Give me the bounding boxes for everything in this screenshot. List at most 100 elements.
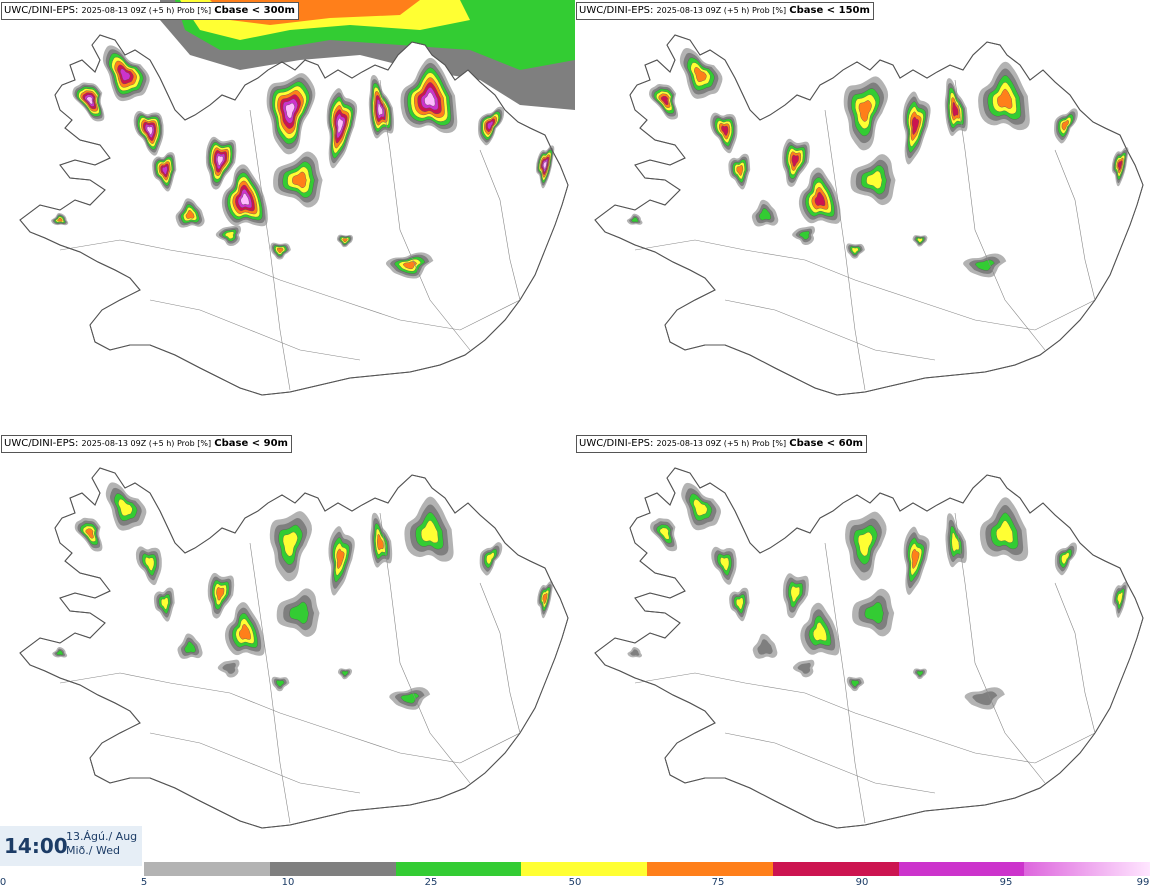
boundary-line: [249, 109, 291, 391]
prob-contour-gray_dark: [630, 649, 640, 656]
legend-tick-label: 0: [0, 877, 7, 888]
prob-contour-red: [721, 125, 729, 136]
boundary-line: [479, 582, 521, 734]
panel-title: UWC/DINI-EPS: 2025-08-13 09Z (+5 h) Prob…: [576, 2, 874, 20]
map-panel-cbase-90m: UWC/DINI-EPS: 2025-08-13 09Z (+5 h) Prob…: [0, 433, 575, 866]
variable-name: Cbase < 300m: [214, 5, 295, 16]
prob-contour-yellow: [144, 557, 155, 571]
legend-tick-label: 75: [711, 877, 725, 888]
prob-contour-orange: [542, 592, 548, 604]
prob-contour-orange: [997, 88, 1013, 109]
prob-contour-pink: [377, 103, 383, 116]
model-name: UWC/DINI-EPS: [579, 438, 650, 449]
color-legend: 0 5 10 25 50 75 90 95 99: [0, 862, 1150, 891]
prob-contour-pink: [285, 102, 295, 119]
prob-contour-green: [56, 650, 64, 656]
legend-tick-label: 99: [1136, 877, 1150, 888]
legend-color-bar: [144, 862, 1150, 876]
boundary-line: [479, 149, 521, 301]
prob-contour-green: [276, 680, 285, 687]
iceland-map: [594, 34, 1144, 396]
prob-contour-orange: [85, 528, 94, 539]
prob-contour-yellow: [735, 597, 744, 610]
iceland-map: [19, 467, 569, 829]
prob-contour-magenta: [120, 68, 131, 81]
boundary-line: [824, 109, 866, 391]
coastline: [19, 34, 569, 396]
map-panel-cbase-60m: UWC/DINI-EPS: 2025-08-13 09Z (+5 h) Prob…: [575, 433, 1150, 866]
boundary-line: [249, 542, 291, 824]
variable-name: Cbase < 90m: [214, 438, 288, 449]
prob-contour-yellow: [420, 520, 439, 544]
prob-contour-yellow: [693, 499, 708, 516]
prob-contour-red: [1117, 160, 1123, 171]
prob-contour-magenta: [162, 165, 168, 175]
prob-contour-yellow: [719, 557, 730, 571]
prob-contour-gray_dark: [222, 662, 236, 674]
prob-contour-yellow: [851, 247, 859, 254]
prob-contour-yellow: [118, 498, 133, 517]
coastline: [594, 34, 1144, 396]
prob-contour-green: [799, 230, 810, 240]
panel-title: UWC/DINI-EPS: 2025-08-13 09Z (+5 h) Prob…: [1, 2, 299, 20]
iceland-map: [594, 467, 1144, 829]
valid-time: 14:00: [4, 834, 68, 858]
prob-contour-gray_dark: [972, 691, 998, 706]
prob-contour-orange: [1061, 120, 1069, 131]
boundary-line: [954, 512, 1046, 784]
prob-contour-yellow: [917, 238, 923, 243]
prob-contour-green: [400, 692, 420, 704]
prob-contour-red: [660, 95, 669, 105]
model-name: UWC/DINI-EPS: [4, 5, 75, 16]
prob-contour-orange: [377, 534, 384, 551]
run-meta: 2025-08-13 09Z (+5 h) Prob [%]: [81, 439, 212, 448]
run-meta: 2025-08-13 09Z (+5 h) Prob [%]: [656, 439, 787, 448]
model-name: UWC/DINI-EPS: [4, 438, 75, 449]
prob-contour-orange: [239, 624, 251, 640]
boundary-line: [1054, 149, 1096, 301]
coastline: [594, 467, 1144, 829]
prob-contour-orange: [185, 210, 195, 219]
prob-contour-yellow: [1061, 552, 1070, 565]
prob-contour-yellow: [857, 531, 873, 557]
prob-contour-yellow: [659, 527, 670, 540]
prob-contour-orange: [277, 247, 284, 253]
coastline: [19, 467, 569, 829]
legend-swatch: [772, 862, 899, 876]
prob-contour-green: [975, 259, 995, 271]
legend-swatch: [144, 862, 270, 876]
prob-contour-red: [911, 116, 919, 135]
boundary-line: [824, 542, 866, 824]
prob-contour-green: [289, 601, 309, 624]
date-line-2: Mið./ Wed: [66, 844, 120, 857]
prob-contour-orange: [336, 548, 345, 569]
boundary-line: [724, 299, 936, 361]
model-name: UWC/DINI-EPS: [579, 5, 650, 16]
legend-swatch: [395, 862, 522, 876]
legend-tick-label: 5: [140, 877, 148, 888]
boundary-line: [954, 79, 1046, 351]
legend-tick-label: 10: [281, 877, 295, 888]
prob-contour-yellow: [224, 231, 235, 240]
prob-contour-yellow: [866, 170, 883, 189]
prob-contour-orange: [216, 587, 225, 601]
boundary-line: [379, 79, 471, 351]
prob-contour-gray_dark: [757, 639, 773, 655]
prob-contour-pink: [337, 117, 344, 134]
prob-contour-pink: [424, 91, 436, 107]
date-line-1: 13.Ágú./ Aug: [66, 830, 138, 843]
panel-title: UWC/DINI-EPS: 2025-08-13 09Z (+5 h) Prob…: [576, 435, 867, 453]
legend-swatch: [269, 862, 396, 876]
prob-contour-green: [631, 216, 639, 223]
boundary-line: [59, 239, 521, 331]
prob-contour-green: [758, 208, 772, 221]
legend-tick-label: 95: [999, 877, 1013, 888]
prob-contour-red: [952, 102, 959, 117]
boundary-line: [59, 672, 521, 764]
prob-contour-orange: [292, 171, 307, 189]
iceland-map: [19, 0, 575, 396]
prob-contour-magenta: [487, 120, 494, 130]
boundary-line: [379, 512, 471, 784]
prob-contour-pink: [240, 193, 250, 206]
map-panel-cbase-300m: UWC/DINI-EPS: 2025-08-13 09Z (+5 h) Prob…: [0, 0, 575, 433]
